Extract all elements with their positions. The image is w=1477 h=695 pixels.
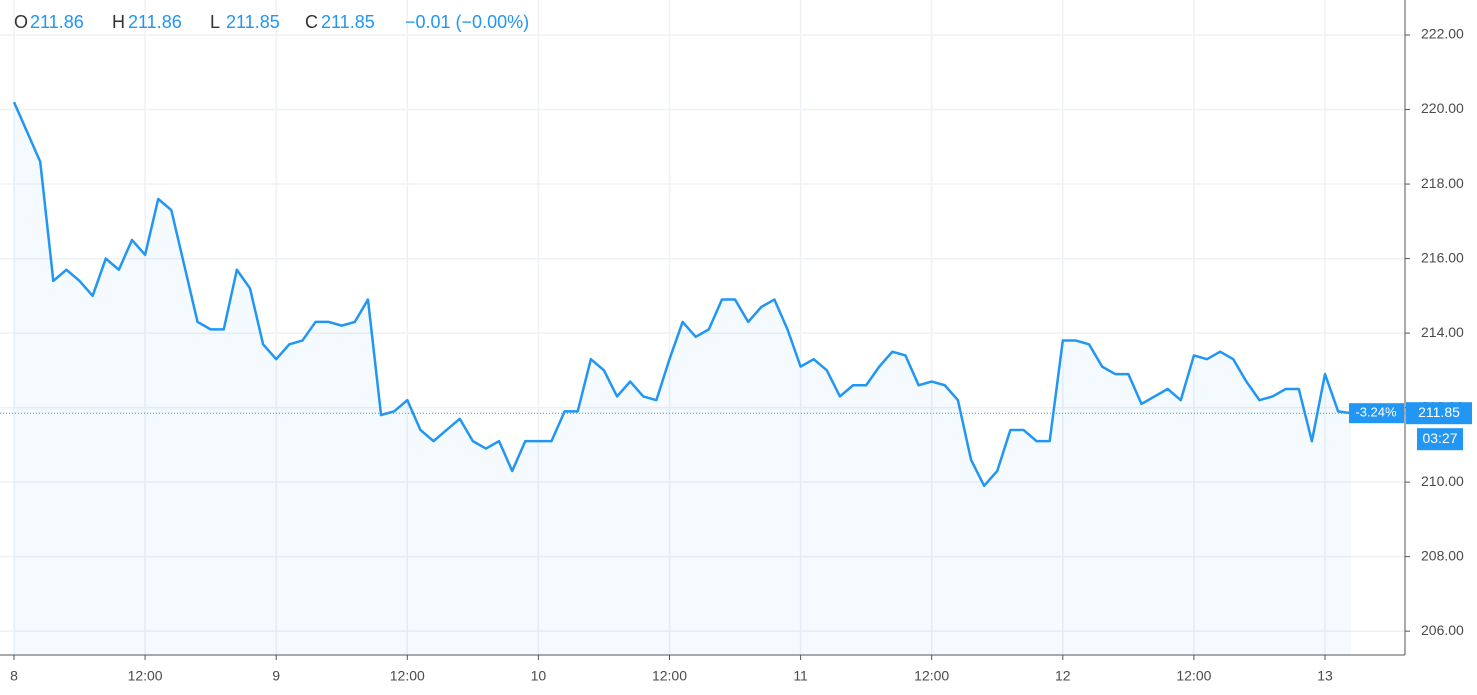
countdown-tag bbox=[1417, 428, 1463, 451]
y-tick-label: 210.00 bbox=[1421, 473, 1464, 489]
x-tick-label: 10 bbox=[531, 668, 547, 684]
change-tag bbox=[1349, 403, 1404, 424]
y-tick-label: 220.00 bbox=[1421, 100, 1464, 116]
ohlc-label: O bbox=[14, 12, 28, 32]
x-tick-label: 12:00 bbox=[652, 668, 687, 684]
x-tick-label: 12:00 bbox=[128, 668, 163, 684]
x-tick-label: 12:00 bbox=[1176, 668, 1211, 684]
ohlc-value: 211.85 bbox=[321, 12, 375, 32]
x-tick-label: 12:00 bbox=[390, 668, 425, 684]
x-tick-label: 13 bbox=[1317, 668, 1333, 684]
y-tick-label: 208.00 bbox=[1421, 547, 1464, 563]
area-fill bbox=[14, 102, 1352, 656]
price-tag bbox=[1406, 402, 1472, 425]
x-tick-label: 11 bbox=[793, 668, 808, 684]
x-tick-label: 12:00 bbox=[914, 668, 949, 684]
y-tick-label: 222.00 bbox=[1421, 26, 1464, 42]
y-tick-label: 206.00 bbox=[1421, 622, 1464, 638]
ohlc-label: C bbox=[305, 12, 318, 32]
x-tick-label: 8 bbox=[10, 668, 18, 684]
price-tag-label: 211.85 bbox=[1418, 404, 1460, 420]
ohlc-label: H bbox=[112, 12, 125, 32]
y-tick-label: 214.00 bbox=[1421, 324, 1464, 340]
price-line bbox=[12, 101, 1352, 488]
x-tick-label: 12 bbox=[1055, 668, 1071, 684]
change-tag-label: -3.24% bbox=[1355, 405, 1397, 420]
countdown-label: 03:27 bbox=[1422, 430, 1457, 446]
change-value: −0.01 (−0.00%) bbox=[405, 12, 529, 32]
ohlc-value: 211.86 bbox=[30, 12, 84, 32]
x-tick-label: 9 bbox=[272, 668, 280, 684]
ohlc-label: L bbox=[210, 12, 220, 32]
y-tick-label: 218.00 bbox=[1421, 175, 1464, 191]
ohlc-value: 211.86 bbox=[128, 12, 182, 32]
y-tick-label: 216.00 bbox=[1421, 249, 1464, 265]
ohlc-value: 211.85 bbox=[226, 12, 280, 32]
